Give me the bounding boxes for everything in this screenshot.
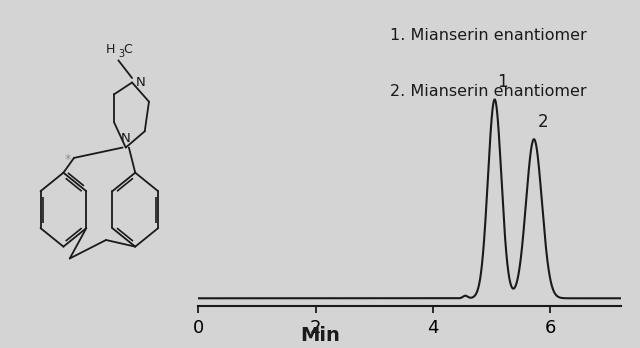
Text: C: C (124, 43, 132, 56)
Text: 1: 1 (497, 73, 508, 92)
Text: N: N (136, 76, 146, 89)
Text: 2. Mianserin enantiomer: 2. Mianserin enantiomer (390, 84, 587, 98)
Text: 3: 3 (118, 49, 124, 59)
Text: Min: Min (300, 325, 340, 345)
Text: 1. Mianserin enantiomer: 1. Mianserin enantiomer (390, 28, 587, 43)
Text: *: * (65, 153, 71, 166)
Text: H: H (106, 43, 115, 56)
Text: N: N (121, 132, 131, 145)
Text: 2: 2 (538, 113, 548, 131)
